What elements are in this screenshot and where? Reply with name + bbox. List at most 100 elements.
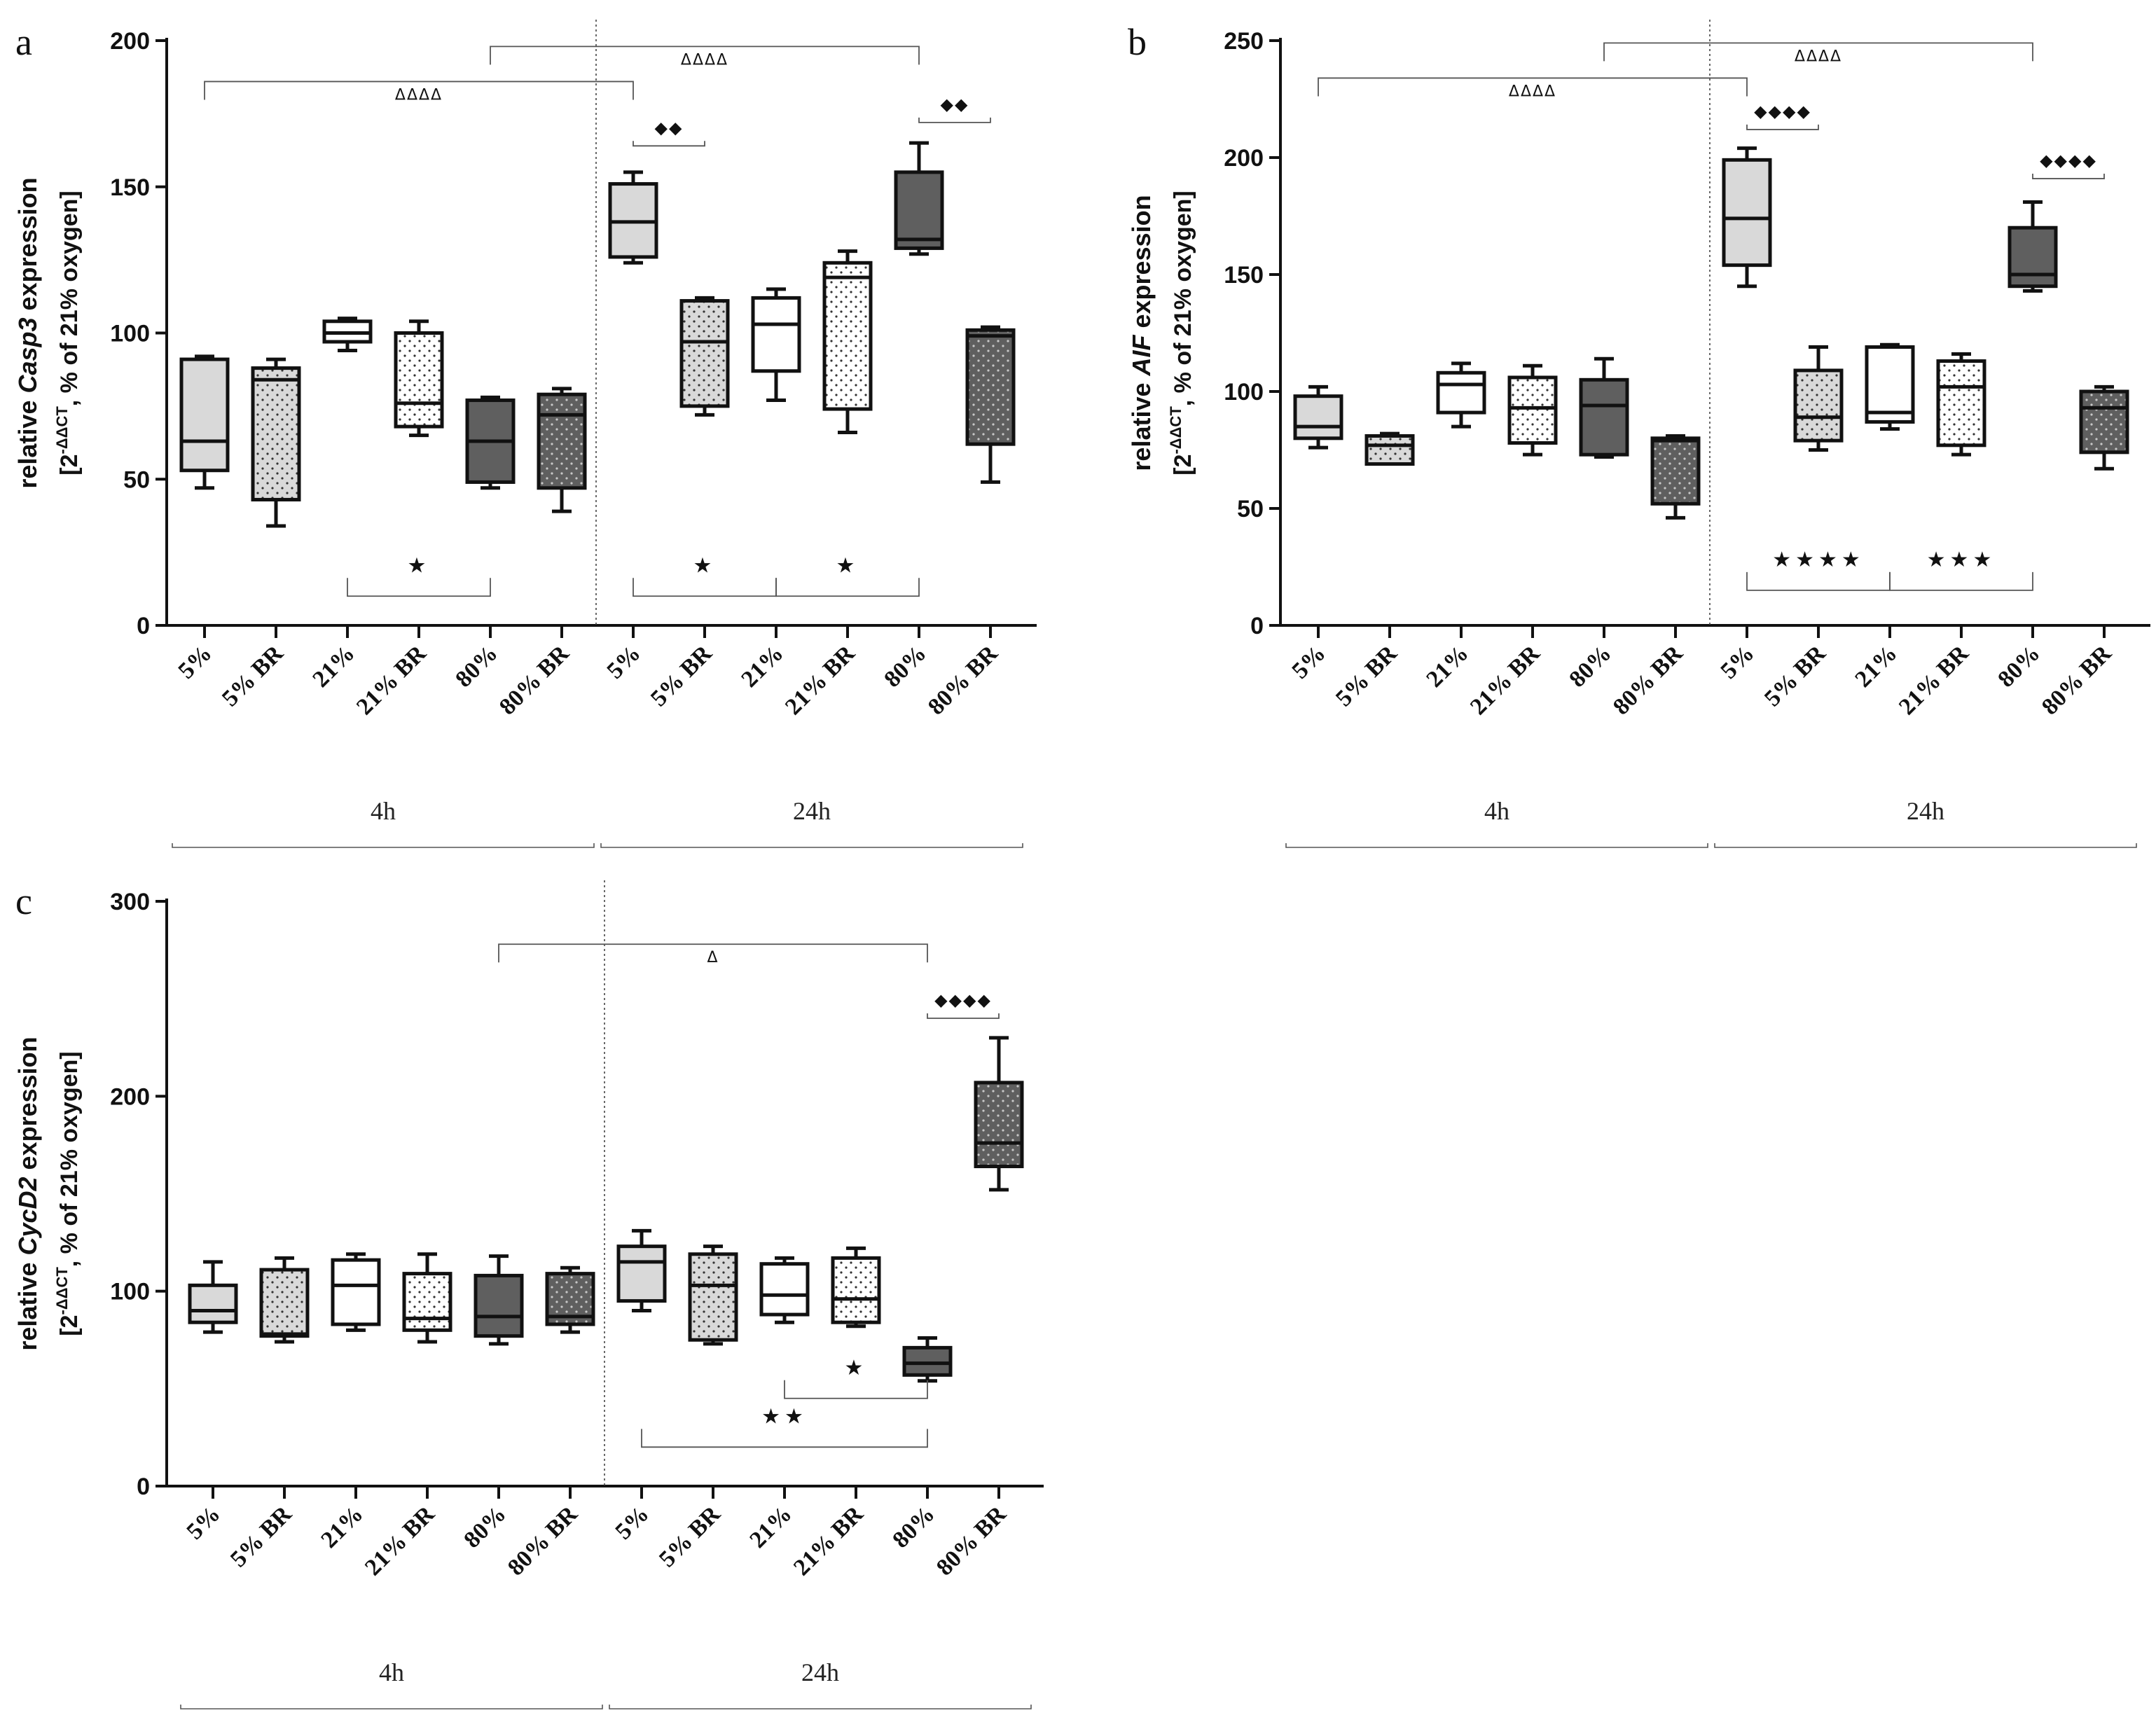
box-plot [759, 1256, 810, 1324]
box-fill [761, 1263, 808, 1315]
box-pattern [690, 1254, 736, 1340]
box-fill [753, 298, 799, 371]
y-tick-label: 50 [1237, 496, 1264, 522]
significance-marker: ◆◆◆◆ [2040, 151, 2097, 170]
y-tick-label: 300 [110, 889, 150, 915]
box-outline [251, 366, 301, 501]
significance-bracket [927, 1013, 1000, 1019]
category-label: 21% BR [360, 1501, 440, 1581]
significance-marker: ΔΔΔΔ [1509, 83, 1556, 100]
significance-bracket [1889, 571, 2033, 591]
box-fill [896, 172, 942, 249]
significance-bracket [1746, 124, 1819, 130]
category-label: 21% [307, 640, 359, 692]
box-pattern [1367, 436, 1413, 464]
category-label: 5% BR [1331, 640, 1402, 712]
box-plot [1865, 342, 1915, 431]
significance-bracket [641, 1429, 928, 1448]
category-label: 80% [1993, 640, 2045, 692]
significance-marker: ★ [408, 553, 431, 578]
significance-marker: ★★ [761, 1404, 808, 1429]
box-fill [2010, 228, 2056, 286]
category-label: 21% BR [780, 640, 860, 720]
panel-a-casp3-chart: a 0 50 100 150 200 relative Casp3 expression [2… [13, 20, 1037, 848]
category-label: 80% BR [2037, 640, 2117, 720]
category-label: 80% [887, 1501, 939, 1553]
box-outline [965, 328, 1016, 446]
category-label: 5% BR [646, 640, 717, 712]
group-label: 4h [371, 797, 396, 825]
box-outline [394, 331, 444, 429]
group-bracket [180, 1705, 603, 1709]
box-fill [1438, 373, 1484, 413]
significance-bracket [775, 578, 920, 597]
box-plot [1507, 363, 1558, 457]
box-outline [1793, 368, 1844, 443]
significance-marker: ★★★ [1927, 548, 1996, 572]
y-tick-label: 150 [1224, 262, 1264, 289]
category-label: 5% [610, 1501, 654, 1544]
box-pattern [967, 330, 1014, 445]
box-pattern [404, 1273, 450, 1331]
box-outline [1507, 375, 1558, 445]
group-bracket [600, 843, 1023, 848]
category-label: 5% BR [654, 1501, 726, 1572]
box-plot [2008, 200, 2058, 293]
category-label: 80% [450, 640, 502, 692]
category-label: 21% BR [1894, 640, 1974, 720]
y-axis-sublabel: [2-ΔΔCT, % of 21% oxygen] [1167, 190, 1196, 475]
box-outline [1722, 158, 1772, 268]
group-label: 4h [379, 1658, 404, 1686]
box-outline [474, 1273, 524, 1338]
group-label: 4h [1484, 797, 1509, 825]
box-plot [259, 1256, 310, 1344]
category-label: 80% [1564, 640, 1616, 692]
category-label: 80% BR [1608, 640, 1688, 720]
category-label: 5% [181, 1501, 225, 1544]
box-outline [1936, 359, 1986, 448]
significance-marker: ★ [836, 553, 859, 578]
category-label: 5% [1715, 640, 1759, 684]
box-plot [1293, 384, 1343, 450]
box-pattern [833, 1258, 879, 1323]
box-plot [1936, 352, 1986, 457]
category-label: 21% [1850, 640, 1902, 692]
box-plot [608, 170, 658, 265]
box-pattern [682, 300, 728, 406]
y-tick-label: 100 [1224, 379, 1264, 405]
category-label: 21% [1421, 640, 1473, 692]
box-fill [1724, 160, 1770, 265]
y-axis-label: relative AIF expression [1127, 195, 1156, 471]
panel-c-cycd2-chart: c 0 100 200 300 relative CycD2 expression [2-Δ… [13, 880, 1044, 1709]
box-plot [331, 1252, 381, 1332]
box-outline [1865, 345, 1915, 424]
box-outline [679, 299, 730, 408]
box-plot [688, 1244, 738, 1346]
box-outline [831, 1256, 881, 1324]
category-label: 80% [459, 1501, 511, 1553]
group-label: 24h [1907, 797, 1944, 825]
category-label: 80% [879, 640, 931, 692]
box-plot [1793, 345, 1844, 452]
box-outline [1364, 434, 1415, 466]
y-axis-sublabel: [2-ΔΔCT, % of 21% oxygen] [53, 1051, 83, 1336]
box-plot [1722, 146, 1772, 289]
significance-marker: ★ [845, 1356, 868, 1380]
significance-bracket [347, 578, 491, 597]
box-plot [394, 319, 444, 438]
box-outline [545, 1272, 595, 1326]
significance-marker: ◆◆◆◆ [1754, 102, 1811, 121]
box-outline [402, 1272, 452, 1332]
y-tick-label: 0 [137, 1473, 150, 1500]
box-outline [537, 392, 587, 490]
category-label: 80% BR [932, 1501, 1011, 1581]
box-fill [619, 1246, 665, 1301]
box-plot [322, 317, 373, 353]
category-label: 5% [173, 640, 216, 684]
box-pattern [396, 333, 442, 427]
box-plot [902, 1336, 953, 1383]
box-pattern [1938, 361, 1984, 445]
category-label: 5% [602, 640, 645, 684]
significance-marker: ◆◆ [941, 95, 969, 114]
y-tick-label: 50 [123, 466, 150, 493]
